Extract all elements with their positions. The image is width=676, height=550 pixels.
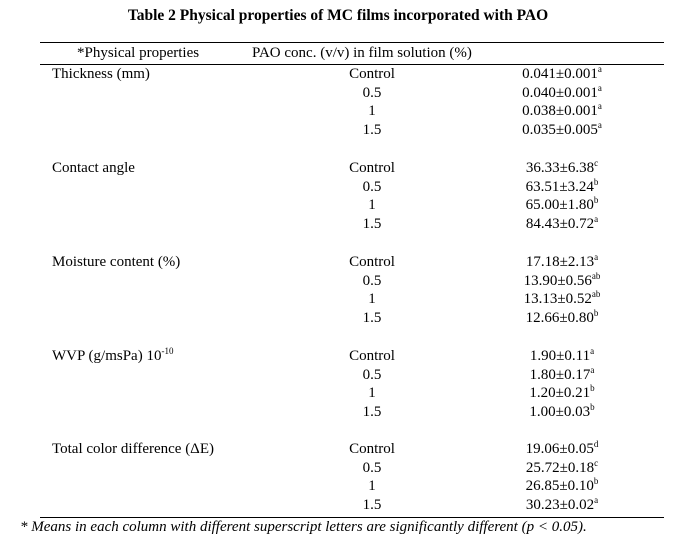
- value-cell: 0.035±0.005a: [500, 119, 624, 139]
- concentration-cell: 0.5: [362, 459, 382, 476]
- significance-letter: a: [590, 346, 595, 356]
- value-cell: 13.90±0.56ab: [500, 270, 624, 290]
- value-text: 1.20±0.21: [529, 385, 591, 401]
- value-text: 17.18±2.13: [525, 254, 595, 270]
- significance-letter: ab: [591, 289, 601, 299]
- property-label: Moisture content (%): [52, 254, 180, 271]
- value-cell: 65.00±1.80b: [500, 195, 624, 214]
- value-text: 36.33±6.38: [525, 160, 595, 176]
- concentration-cell: 1: [368, 103, 376, 119]
- value-text: 0.038±0.001: [522, 103, 598, 119]
- footnote: * Means in each column with different su…: [20, 519, 587, 535]
- value-cell: 19.06±0.05d: [500, 439, 624, 458]
- significance-letter: ab: [591, 270, 601, 281]
- value-cell: 84.43±0.72a: [500, 213, 624, 233]
- property-label: WVP (g/msPa) 10-10: [52, 346, 174, 365]
- concentration-cell: 1.5: [362, 403, 382, 420]
- header-rule: [40, 64, 664, 65]
- value-cell: 36.33±6.38c: [500, 158, 624, 177]
- significance-letter: b: [593, 307, 599, 318]
- value-text: 0.040±0.001: [522, 84, 598, 101]
- concentration-cell: 1.5: [362, 496, 382, 513]
- value-text: 19.06±0.05: [525, 441, 594, 457]
- property-label: Contact angle: [52, 160, 135, 177]
- value-cell: 1.00±0.03b: [500, 401, 624, 421]
- value-cell: 1.20±0.21b: [500, 383, 624, 402]
- header-physical-properties: *Physical properties: [77, 45, 200, 61]
- concentration-cell: 0.5: [362, 84, 382, 101]
- concentration-cell: 0.5: [362, 272, 382, 289]
- significance-letter: b: [593, 476, 599, 486]
- property-label-text: Thickness (mm): [52, 66, 150, 82]
- value-text: 26.85±0.10: [525, 478, 594, 494]
- value-cell: 0.040±0.001a: [500, 82, 624, 102]
- concentration-cell: 1: [368, 291, 376, 307]
- significance-letter: c: [594, 158, 599, 168]
- concentration-cell: 0.5: [362, 366, 382, 383]
- concentration-cell: Control: [349, 160, 395, 176]
- value-text: 0.041±0.001: [522, 66, 598, 82]
- concentration-cell: 1: [368, 478, 376, 494]
- value-cell: 12.66±0.80b: [500, 307, 624, 327]
- value-text: 1.80±0.17: [529, 366, 591, 383]
- property-label-text: WVP (g/msPa) 10: [52, 348, 162, 364]
- significance-letter: a: [594, 213, 599, 224]
- concentration-cell: 1: [368, 197, 376, 213]
- value-text: 13.90±0.56: [523, 272, 592, 289]
- significance-letter: d: [593, 439, 599, 449]
- value-cell: 25.72±0.18c: [500, 457, 624, 477]
- value-text: 65.00±1.80: [525, 197, 594, 213]
- concentration-cell: Control: [349, 348, 395, 364]
- significance-letter: c: [594, 457, 599, 468]
- concentration-cell: Control: [349, 66, 395, 82]
- concentration-cell: Control: [349, 441, 395, 457]
- value-text: 1.00±0.03: [529, 403, 591, 420]
- value-text: 0.035±0.005: [522, 121, 598, 138]
- top-rule: [40, 42, 664, 43]
- value-cell: 63.51±3.24b: [500, 176, 624, 196]
- concentration-cell: 1.5: [362, 215, 382, 232]
- value-text: 84.43±0.72: [525, 215, 595, 232]
- value-cell: 0.038±0.001a: [500, 101, 624, 120]
- significance-letter: b: [590, 401, 595, 412]
- value-cell: 0.041±0.001a: [500, 64, 624, 83]
- bottom-rule: [40, 517, 664, 518]
- value-text: 13.13±0.52: [523, 291, 592, 307]
- significance-letter: a: [597, 82, 602, 93]
- significance-letter: b: [593, 195, 599, 205]
- value-cell: 1.90±0.11a: [500, 346, 624, 365]
- significance-letter: a: [590, 364, 595, 375]
- value-text: 1.90±0.11: [529, 348, 591, 364]
- significance-letter: b: [590, 383, 595, 393]
- concentration-cell: 1.5: [362, 309, 382, 326]
- property-label-text: Moisture content (%): [52, 254, 181, 270]
- concentration-cell: 1: [368, 385, 376, 401]
- value-cell: 13.13±0.52ab: [500, 289, 624, 308]
- property-label: Thickness (mm): [52, 66, 150, 83]
- value-cell: 1.80±0.17a: [500, 364, 624, 384]
- significance-letter: a: [594, 252, 599, 262]
- concentration-cell: Control: [349, 254, 395, 270]
- header-pao-concentration: PAO conc. (v/v) in film solution (%): [252, 45, 472, 61]
- value-cell: 30.23±0.02a: [500, 494, 624, 514]
- concentration-cell: 0.5: [362, 178, 382, 195]
- property-label: Total color difference (ΔE): [52, 441, 214, 458]
- property-label-text: Total color difference (ΔE): [52, 441, 214, 457]
- table-title: Table 2 Physical properties of MC films …: [127, 7, 549, 24]
- property-label-text: Contact angle: [52, 160, 135, 176]
- significance-letter: a: [594, 494, 599, 505]
- value-text: 30.23±0.02: [525, 496, 595, 513]
- significance-letter: a: [597, 64, 602, 74]
- concentration-cell: 1.5: [362, 121, 382, 138]
- value-cell: 26.85±0.10b: [500, 476, 624, 495]
- significance-letter: b: [593, 176, 599, 187]
- value-text: 12.66±0.80: [525, 309, 594, 326]
- value-text: 25.72±0.18: [525, 459, 595, 476]
- significance-letter: a: [597, 119, 602, 130]
- value-text: 63.51±3.24: [525, 178, 594, 195]
- property-label-exponent: -10: [161, 346, 174, 356]
- significance-letter: a: [597, 101, 602, 111]
- value-cell: 17.18±2.13a: [500, 252, 624, 271]
